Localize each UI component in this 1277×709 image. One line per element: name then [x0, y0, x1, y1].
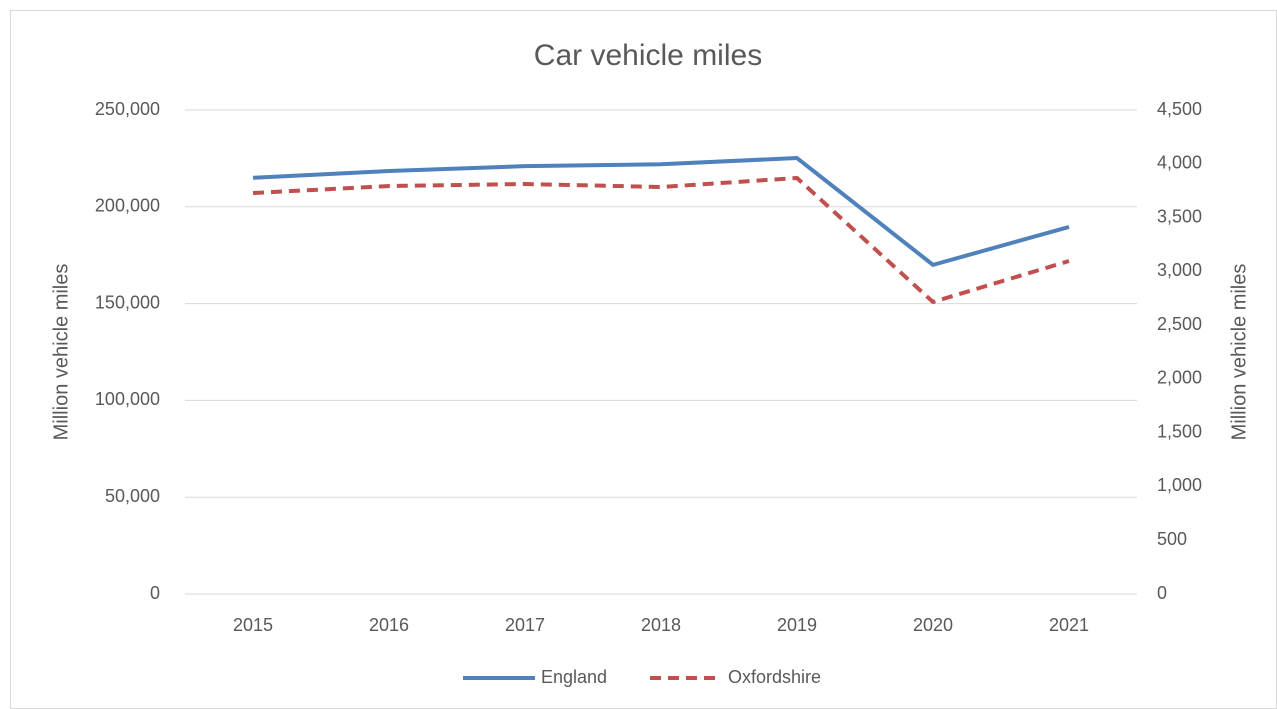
y-tick-label: 200,000	[95, 196, 160, 216]
y-tick-label: 100,000	[95, 389, 160, 409]
x-tick-label: 2015	[233, 615, 273, 635]
legend-label: Oxfordshire	[728, 667, 821, 687]
x-tick-label: 2021	[1049, 615, 1089, 635]
y2-tick-label: 2,000	[1157, 368, 1202, 388]
chart-border	[10, 10, 1277, 709]
y2-axis-label: Million vehicle miles	[1228, 264, 1250, 441]
y2-tick-label: 1,000	[1157, 475, 1202, 495]
y-tick-label: 0	[150, 583, 160, 603]
y-tick-label: 150,000	[95, 292, 160, 312]
y2-tick-label: 1,500	[1157, 421, 1202, 441]
legend-label: England	[541, 667, 607, 687]
x-tick-label: 2020	[913, 615, 953, 635]
x-tick-label: 2019	[777, 615, 817, 635]
y2-tick-label: 2,500	[1157, 314, 1202, 334]
y-axis-label: Million vehicle miles	[50, 264, 72, 441]
y2-tick-label: 3,000	[1157, 260, 1202, 280]
y2-tick-label: 4,000	[1157, 153, 1202, 173]
series-line	[252, 156, 1070, 267]
series-line	[252, 175, 1070, 304]
x-tick-label: 2018	[641, 615, 681, 635]
x-tick-label: 2017	[505, 615, 545, 635]
y2-tick-label: 4,500	[1157, 99, 1202, 119]
y2-tick-label: 0	[1157, 583, 1167, 603]
y2-tick-label: 500	[1157, 529, 1187, 549]
y2-tick-label: 3,500	[1157, 206, 1202, 226]
y-tick-label: 250,000	[95, 99, 160, 119]
y-tick-label: 50,000	[105, 486, 160, 506]
chart-title: Car vehicle miles	[534, 39, 762, 72]
x-tick-label: 2016	[369, 615, 409, 635]
